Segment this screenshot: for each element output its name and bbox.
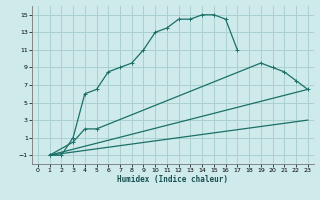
X-axis label: Humidex (Indice chaleur): Humidex (Indice chaleur) bbox=[117, 175, 228, 184]
